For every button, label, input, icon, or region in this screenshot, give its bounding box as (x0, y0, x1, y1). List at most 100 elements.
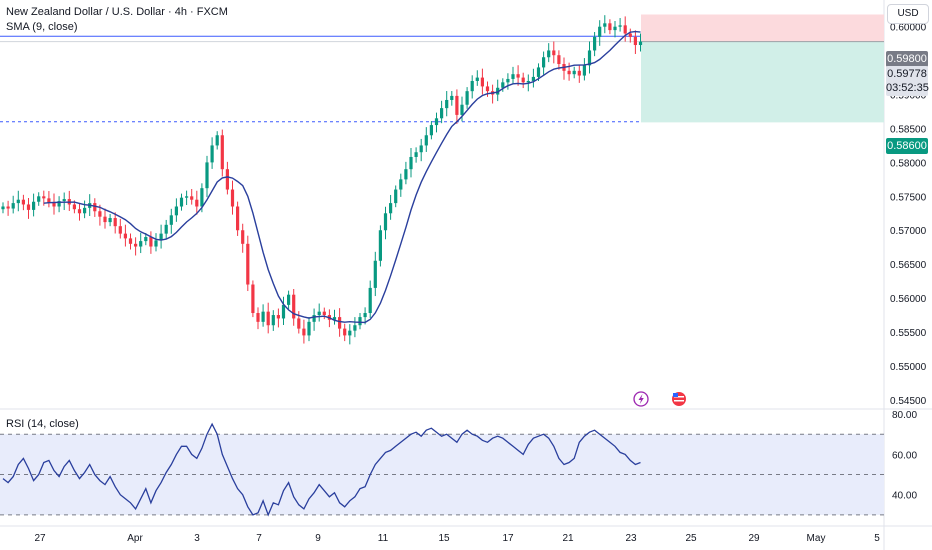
candle-body (338, 317, 342, 329)
candle-body (307, 321, 311, 336)
candle (246, 235, 250, 292)
candle-body (511, 74, 515, 79)
current-price-tag: 0.59778 (886, 66, 928, 82)
candle-body (593, 36, 597, 51)
candle-body (434, 118, 439, 126)
candle (496, 79, 500, 102)
candle-body (230, 189, 235, 207)
candle (302, 319, 306, 344)
candle (37, 192, 41, 206)
candle-body (210, 145, 214, 163)
candle (185, 190, 189, 206)
candle-body (424, 135, 428, 146)
time-tick-label: 17 (502, 533, 514, 544)
us-flag-stripe-icon (674, 396, 684, 398)
candle-body (394, 189, 398, 204)
time-tick-label: 11 (378, 533, 389, 544)
candle (378, 225, 382, 267)
candle-body (577, 70, 581, 76)
candle-body (348, 330, 352, 336)
price-tick-label: 0.58000 (890, 158, 927, 169)
candle-body (373, 260, 377, 288)
candle-body (628, 33, 632, 37)
candle-body (57, 201, 61, 207)
candle-body (62, 199, 66, 202)
candle-body (480, 77, 484, 87)
candle-body (409, 156, 413, 170)
candle-body (256, 313, 260, 322)
candle-body (419, 145, 423, 153)
time-tick-label: 29 (748, 533, 760, 544)
candle-body (21, 199, 25, 205)
candle-body (159, 233, 163, 241)
us-flag-canton-icon (673, 393, 678, 397)
candle (113, 212, 117, 234)
candle-body (531, 76, 535, 81)
candle-body (343, 328, 347, 336)
sma-legend[interactable]: SMA (9, close) (6, 21, 78, 33)
candle-body (455, 95, 459, 115)
rsi-legend[interactable]: RSI (14, close) (6, 418, 79, 430)
candle-body (200, 188, 204, 207)
candle (220, 129, 224, 177)
candle-body (557, 55, 561, 65)
candle-body (251, 284, 255, 314)
axes: 0.54500 0.55000 0.55500 0.56000 0.56500 0.570… (34, 23, 926, 544)
candle-body (358, 317, 362, 326)
candle-body (292, 294, 296, 319)
candle-body (608, 23, 612, 31)
event-icons[interactable] (633, 391, 686, 407)
candle (159, 224, 163, 249)
candle-body (205, 162, 209, 189)
candle (516, 65, 520, 86)
candle-body (241, 230, 245, 244)
candle-body (552, 50, 556, 56)
currency-button[interactable]: USD (887, 4, 929, 24)
candle-body (521, 77, 525, 83)
candle-body (246, 243, 250, 285)
candle-body (506, 78, 510, 83)
candle-body (613, 26, 617, 31)
candle-body (445, 99, 449, 109)
candle (134, 237, 138, 256)
candle-body (261, 311, 265, 322)
rsi-path (2, 422, 641, 517)
candle (266, 302, 270, 334)
candle-body (1, 206, 5, 210)
candle-body (302, 328, 306, 336)
price-tick-label: 0.58500 (890, 124, 927, 135)
candle (16, 190, 20, 212)
candle (455, 89, 459, 124)
candle-body (276, 315, 280, 319)
candle-body (16, 199, 20, 204)
time-tick-label: 9 (315, 533, 321, 544)
candle (363, 307, 367, 325)
candle-body (332, 317, 337, 320)
candle-body (297, 318, 301, 329)
candle-body (536, 67, 541, 77)
candle-body (542, 57, 546, 68)
horizontal-lines[interactable] (0, 35, 640, 123)
candle-body (598, 26, 602, 37)
position-tool[interactable] (0, 14, 884, 123)
candle (225, 161, 229, 195)
candle-body (195, 199, 199, 207)
candle-body (118, 226, 122, 234)
candle (169, 208, 173, 234)
price-tick-label: 0.57000 (890, 226, 927, 237)
candle (164, 219, 168, 240)
candle-body (281, 304, 286, 319)
candle-body (475, 77, 479, 81)
time-tick-label: 7 (256, 533, 262, 544)
candle-body (572, 70, 576, 75)
candle (470, 75, 474, 99)
candle (618, 18, 622, 32)
candle (613, 21, 617, 38)
candle (531, 68, 535, 88)
candle-body (169, 215, 173, 225)
candle (205, 155, 209, 198)
candle (429, 121, 433, 140)
candle (633, 30, 637, 54)
candle-body (414, 152, 418, 157)
